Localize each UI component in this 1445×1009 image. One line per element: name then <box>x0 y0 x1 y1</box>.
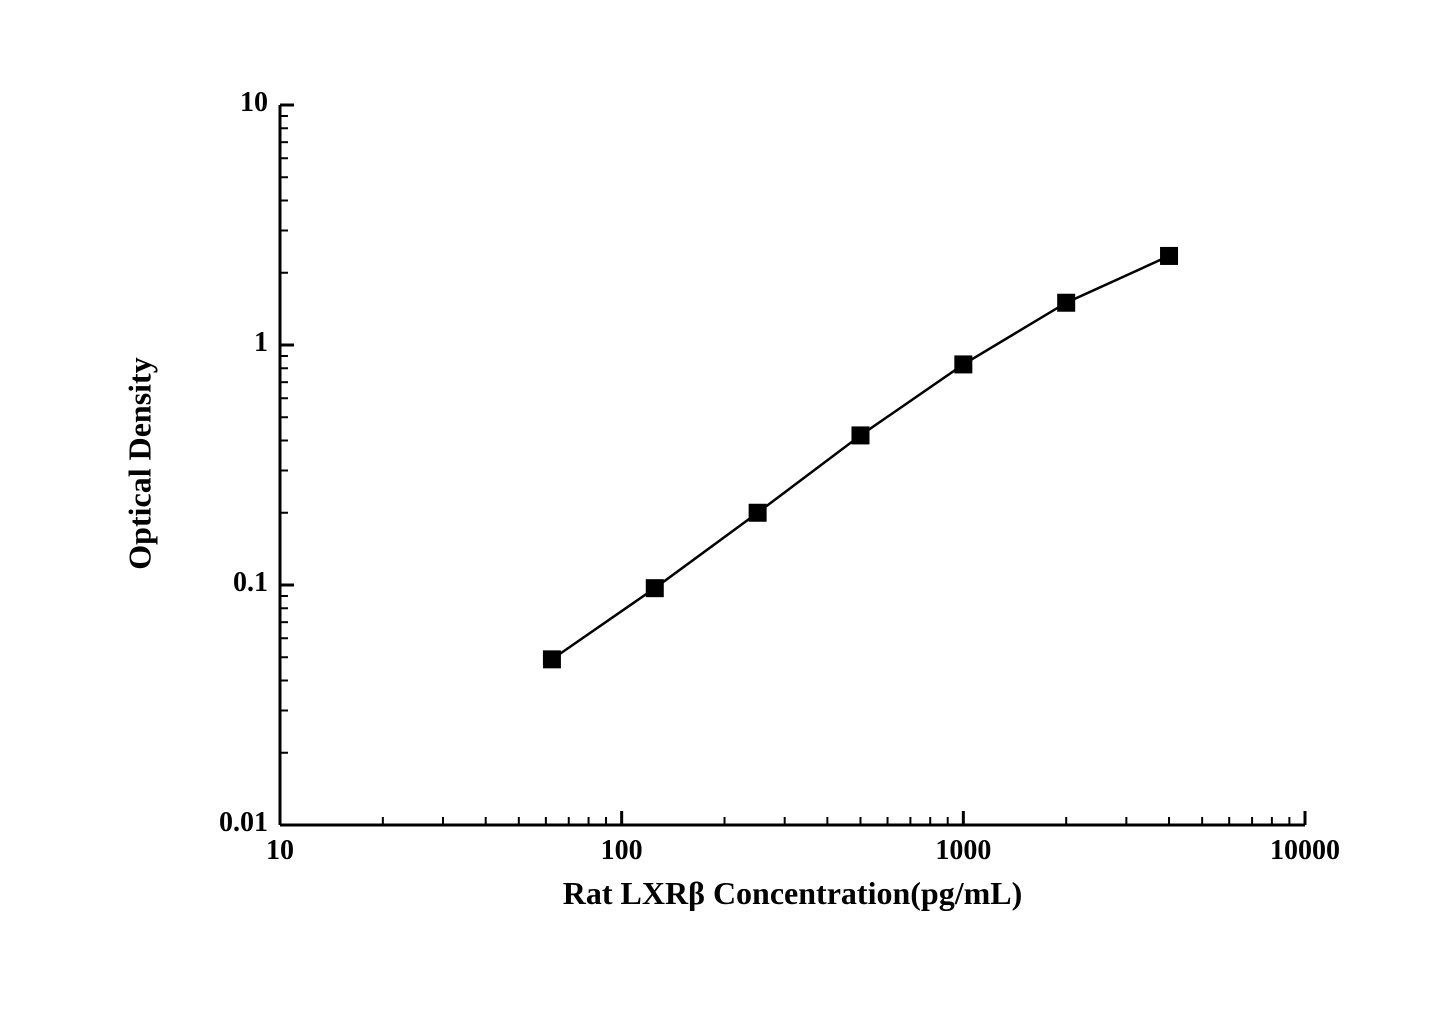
y-tick-label: 10 <box>240 87 268 119</box>
x-tick-label: 1000 <box>913 835 1013 867</box>
x-tick-label: 10000 <box>1255 835 1355 867</box>
chart-container: 10 100 1000 10000 0.01 0.1 1 10 Rat LXRβ Concent… <box>0 0 1445 1009</box>
data-line <box>552 256 1169 659</box>
data-marker <box>646 580 663 597</box>
data-marker <box>955 356 972 373</box>
x-axis-label: Rat LXRβ Concentration(pg/mL) <box>280 875 1305 912</box>
data-marker <box>1161 247 1178 264</box>
data-marker <box>852 427 869 444</box>
data-marker <box>543 651 560 668</box>
y-tick-label: 0.1 <box>233 567 268 599</box>
chart-svg <box>0 0 1445 1009</box>
y-axis-label: Optical Density <box>122 104 159 824</box>
y-tick-label: 1 <box>254 327 268 359</box>
y-tick-label: 0.01 <box>219 807 268 839</box>
data-marker <box>749 504 766 521</box>
x-tick-label: 100 <box>572 835 672 867</box>
data-marker <box>1058 294 1075 311</box>
x-tick-label: 10 <box>230 835 330 867</box>
